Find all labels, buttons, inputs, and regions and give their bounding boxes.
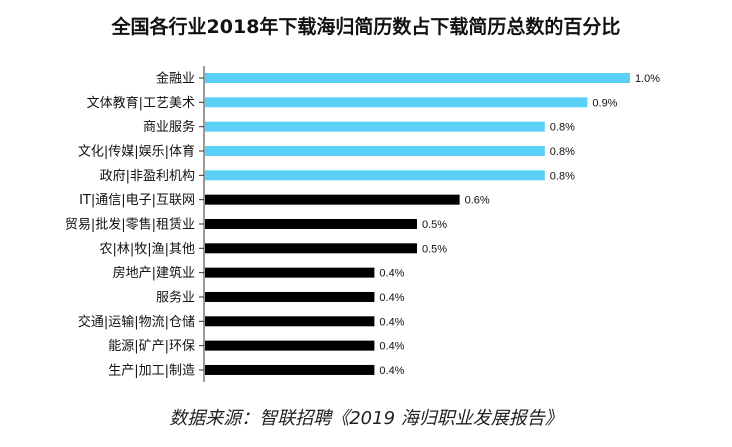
category-label: 交通|运输|物流|仓储 (78, 314, 195, 330)
data-label: 0.4% (379, 316, 404, 328)
category-label: IT|通信|电子|互联网 (79, 193, 195, 208)
bar (205, 194, 460, 205)
data-label: 0.4% (379, 268, 404, 280)
category-label: 商业服务 (143, 119, 195, 135)
data-label: 0.8% (550, 170, 575, 182)
data-label: 1.0% (635, 73, 660, 85)
bar (205, 97, 588, 108)
category-label: 贸易|批发|零售|租赁业 (65, 216, 195, 232)
bar (205, 145, 545, 156)
category-label: 生产|加工|制造 (108, 363, 195, 378)
data-label: 0.4% (379, 365, 404, 377)
chart-title: 全国各行业2018年下载海归简历数占下载简历总数的百分比 (111, 16, 621, 38)
bar (205, 73, 630, 83)
bar (205, 267, 375, 278)
category-label: 能源|矿产|环保 (108, 339, 195, 354)
data-label: 0.5% (422, 243, 447, 255)
bar (205, 170, 545, 181)
category-label: 文化|传媒|娱乐|体育 (78, 143, 195, 159)
category-label: 房地产|建筑业 (113, 265, 195, 281)
bar (205, 121, 545, 132)
data-label: 0.8% (550, 122, 575, 134)
data-label: 0.8% (550, 146, 575, 158)
bar-chart: 金融业 1.0% 文体教育|工艺美术 0.9% 商业服务 0.8% 文化|传媒|娱乐|体育 0… (65, 66, 660, 382)
bar (205, 340, 375, 351)
source-note: 数据来源：智联招聘《2019 海归职业发展报告》 (169, 408, 563, 429)
data-label: 0.9% (592, 97, 617, 109)
bar (205, 243, 417, 254)
bar (205, 218, 417, 229)
bar (205, 291, 375, 302)
bar (205, 364, 375, 375)
data-label: 0.4% (379, 292, 404, 304)
data-label: 0.5% (422, 219, 447, 231)
category-label: 金融业 (156, 71, 195, 87)
data-label: 0.4% (379, 341, 404, 353)
bar (205, 316, 375, 327)
data-label: 0.6% (465, 195, 490, 207)
category-label: 政府|非盈利机构 (100, 169, 195, 184)
category-label: 文体教育|工艺美术 (87, 95, 195, 111)
category-label: 服务业 (156, 289, 195, 305)
category-label: 农|林|牧|渔|其他 (99, 242, 195, 257)
